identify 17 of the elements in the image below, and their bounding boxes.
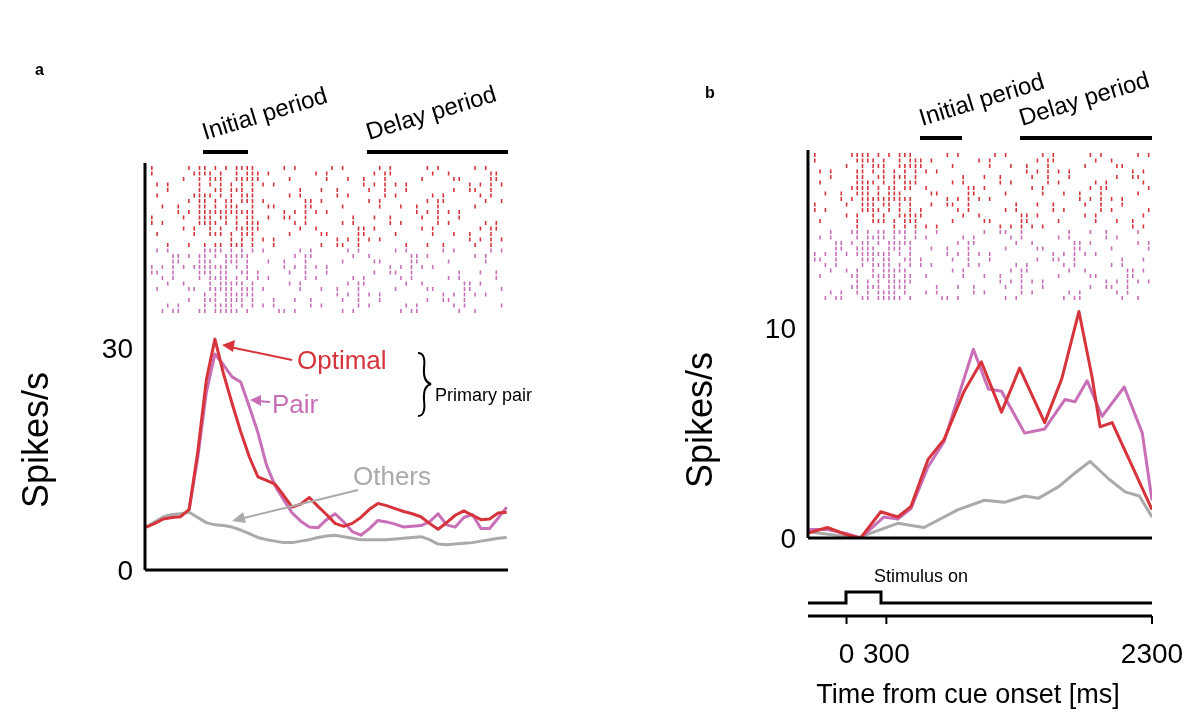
text: Delay period xyxy=(362,79,500,145)
text: Initial period xyxy=(198,81,331,145)
y-tick-label: 30 xyxy=(101,333,133,364)
x-tick-label: 300 xyxy=(863,638,910,669)
annotation: Primary pair xyxy=(435,385,533,405)
y-tick-label: 10 xyxy=(764,313,796,345)
series-label: Others xyxy=(353,461,432,491)
legend-label: Pair xyxy=(272,389,319,419)
chart-title: a xyxy=(35,61,44,78)
y-axis-title: Spikes/s xyxy=(15,371,56,509)
text: Stimulus on xyxy=(874,566,969,586)
legend-label: Optimal xyxy=(297,345,387,375)
y-axis-title: Spikes/s xyxy=(679,351,720,489)
chart-title: b xyxy=(705,84,715,101)
x-axis-title: Time from cue onset [ms] xyxy=(816,679,1120,709)
x-tick-label: 0 xyxy=(838,638,855,669)
x-tick-label: 2300 xyxy=(1120,638,1184,669)
